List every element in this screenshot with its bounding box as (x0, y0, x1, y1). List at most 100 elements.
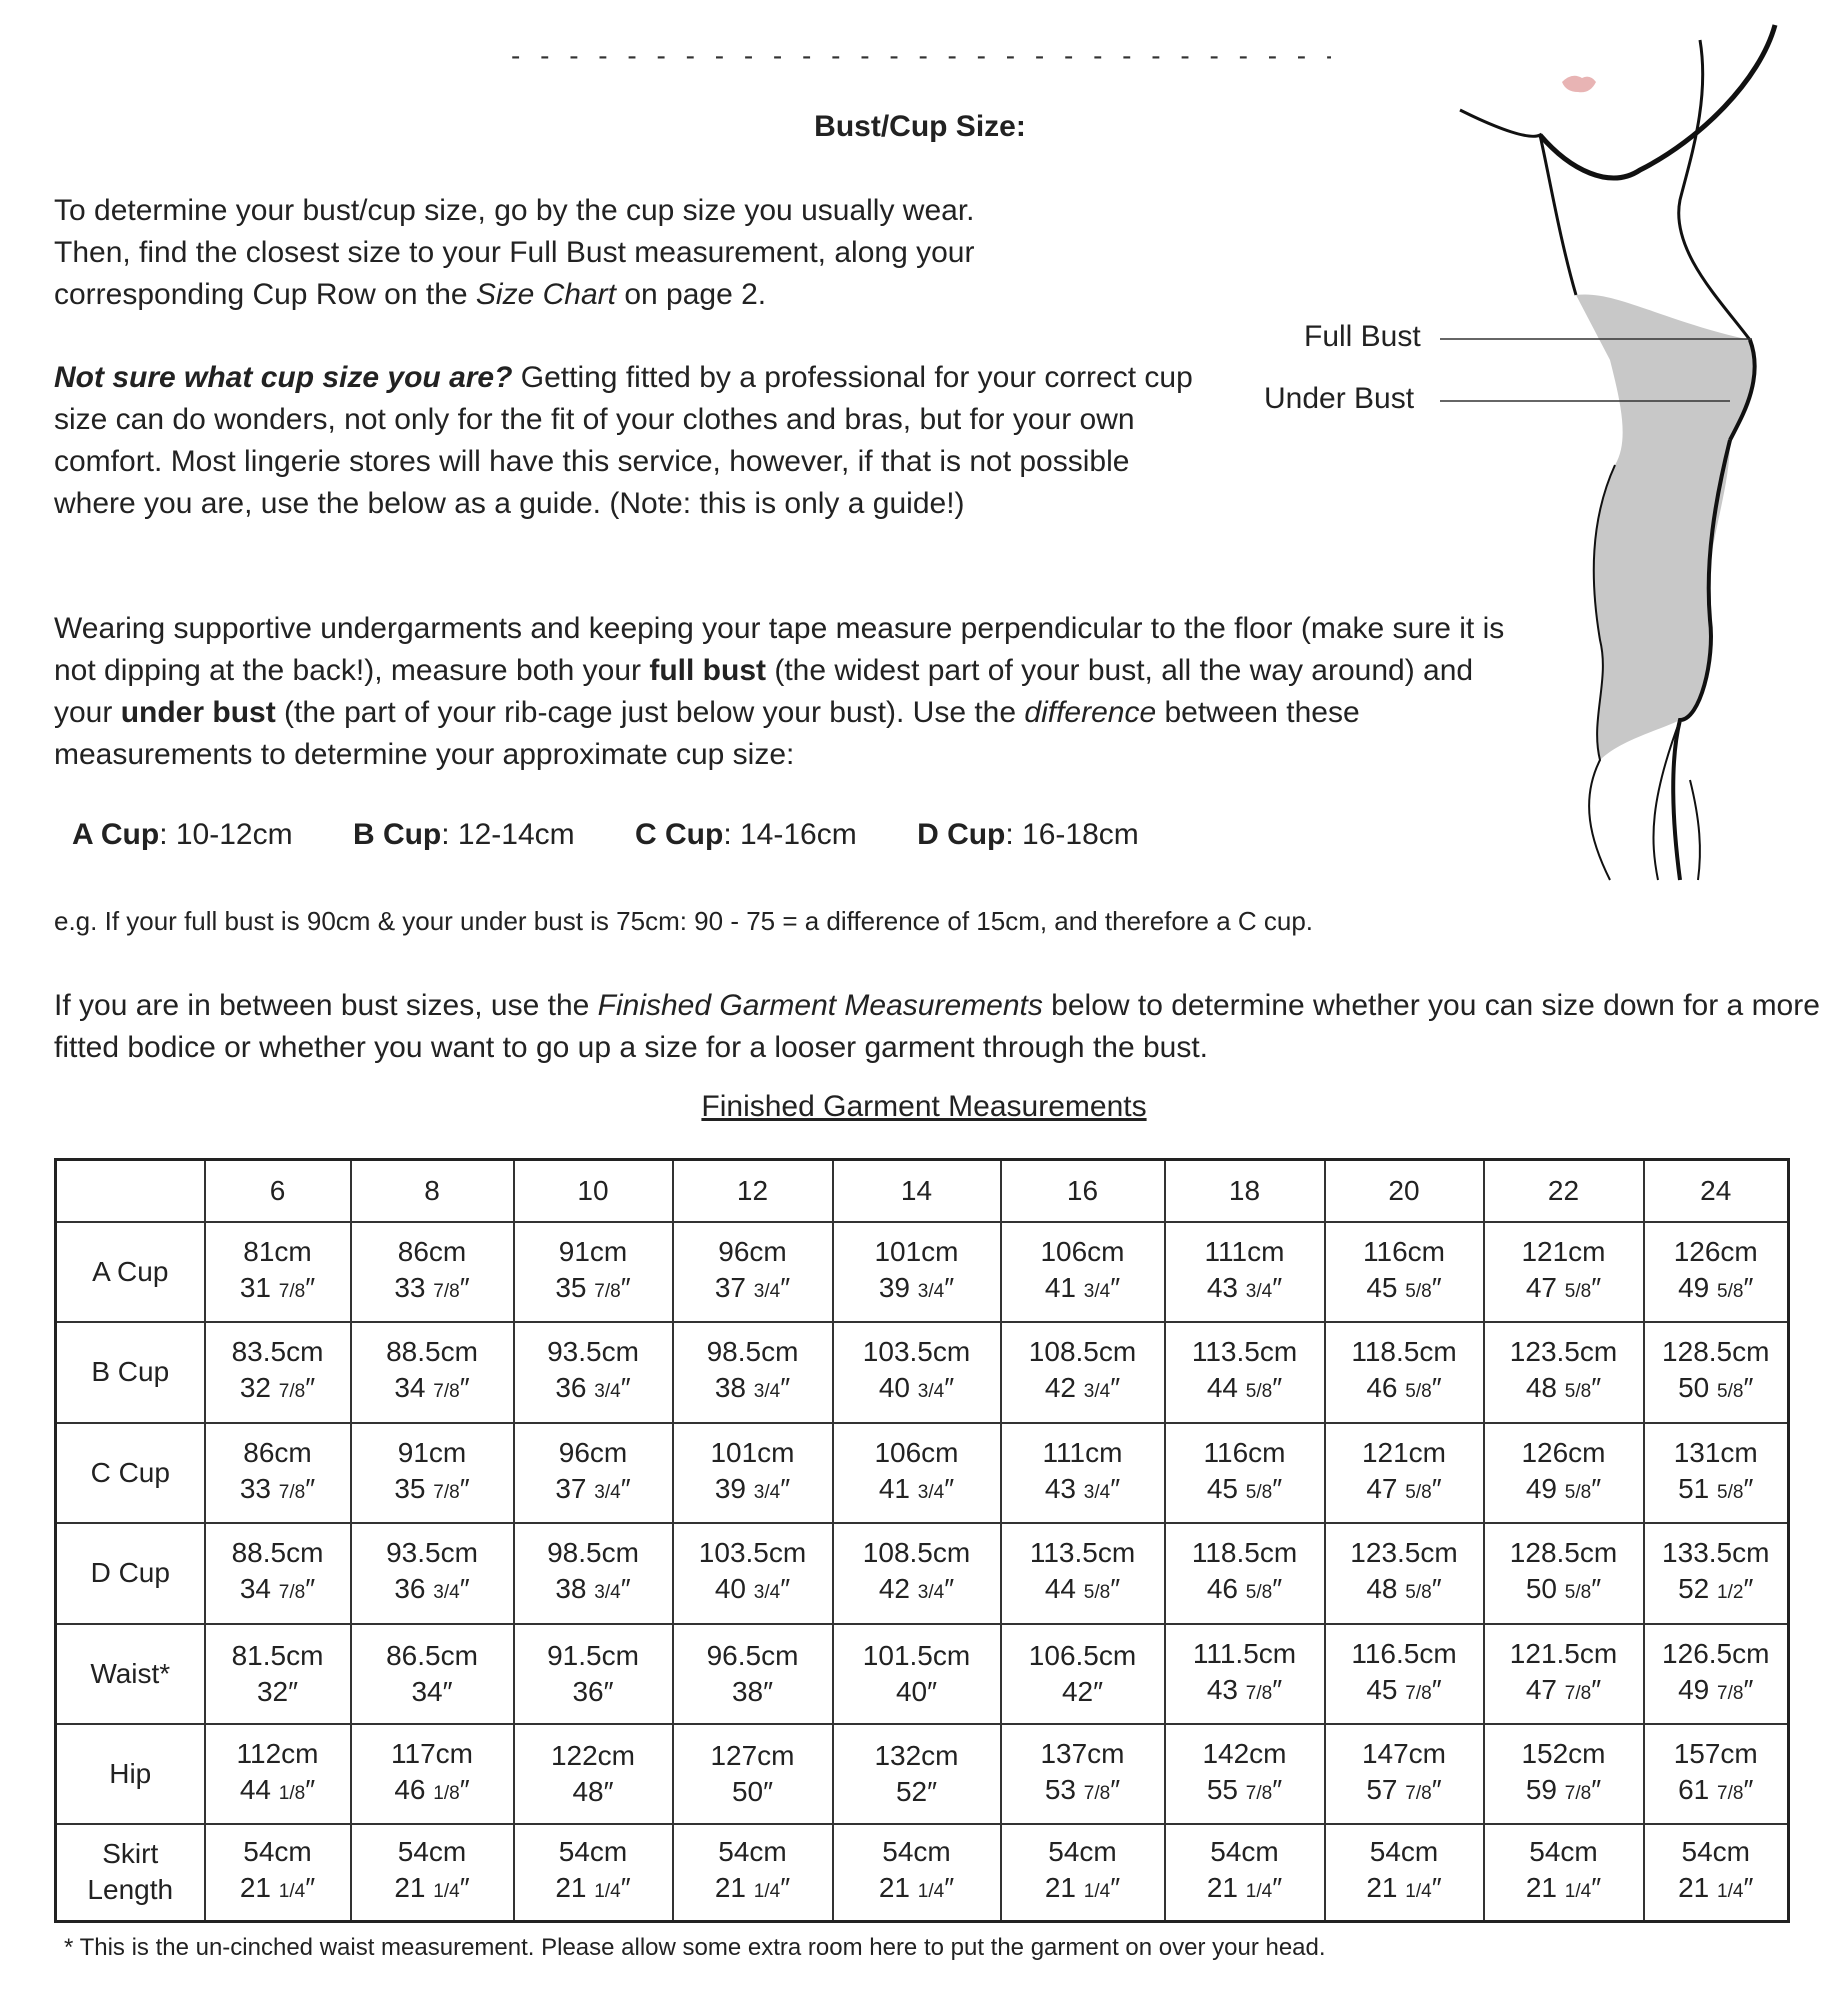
size-header: 16 (999, 1158, 1166, 1223)
measurement-cell: 86.5cm 34″ (349, 1622, 515, 1725)
measurement-cell: 54cm 21 1/4″ (1163, 1822, 1326, 1923)
size-header: 18 (1163, 1158, 1326, 1223)
size-header: 14 (831, 1158, 1002, 1223)
measurement-cell: 121cm 47 5/8″ (1323, 1421, 1485, 1524)
size-header: 6 (203, 1158, 352, 1223)
measurement-cell: 86cm 33 7/8″ (349, 1220, 515, 1323)
measurement-cell: 126cm 49 5/8″ (1482, 1421, 1645, 1524)
measurement-cell: 91.5cm 36″ (512, 1622, 674, 1725)
section-title: Bust/Cup Size: (814, 110, 1026, 143)
text: Then, find the closest size to your Full… (54, 236, 975, 269)
measurement-cell: 111cm 43 3/4″ (1163, 1220, 1326, 1323)
row-label: C Cup (54, 1421, 206, 1524)
measurement-cell: 126.5cm 49 7/8″ (1642, 1622, 1790, 1725)
cup-range-a: A Cup: 10-12cm (72, 818, 293, 851)
measurement-cell: 54cm 21 1/4″ (1323, 1822, 1485, 1923)
table-row: A Cup 81cm 31 7/8″ 86cm 33 7/8″ 91cm 35 7/8″ 96… (54, 1220, 1790, 1323)
cup-range-b: B Cup: 12-14cm (352, 818, 575, 851)
under-bust-label: Under Bust (1264, 382, 1415, 415)
measurement-cell: 88.5cm 34 7/8″ (203, 1521, 352, 1625)
measurement-cell: 128.5cm 50 5/8″ (1642, 1320, 1790, 1424)
table-row: D Cup 88.5cm 34 7/8″ 93.5cm 36 3/4″ 98.5cm 38 … (54, 1521, 1790, 1625)
measurement-cell: 113.5cm 44 5/8″ (999, 1521, 1166, 1625)
measurement-cell: 93.5cm 36 3/4″ (349, 1521, 515, 1625)
text: (the part of your rib-cage just below yo… (275, 696, 1025, 729)
measurement-cell: 111cm 43 3/4″ (999, 1421, 1166, 1524)
measurement-cell: 123.5cm 48 5/8″ (1482, 1320, 1645, 1424)
measurement-cell: 122cm 48″ (512, 1722, 674, 1825)
paragraph-cup-fitting: Not sure what cup size you are? Getting … (54, 357, 1204, 525)
paragraph-measure: Wearing supportive undergarments and kee… (54, 608, 1534, 776)
measurement-cell: 132cm 52″ (831, 1722, 1002, 1825)
row-label: A Cup (54, 1220, 206, 1323)
text: on page 2. (615, 278, 767, 311)
text: Size Chart (475, 278, 616, 311)
measurement-cell: 96.5cm 38″ (671, 1622, 834, 1725)
full-bust-label: Full Bust (1304, 320, 1421, 353)
measurement-cell: 142cm 55 7/8″ (1163, 1722, 1326, 1825)
cup-ranges: A Cup: 10-12cm B Cup: 12-14cm C Cup: 14-… (72, 818, 1191, 852)
text: Getting fitted by a professional for you… (54, 361, 1193, 520)
measurement-cell: 54cm 21 1/4″ (349, 1822, 515, 1923)
measurement-cell: 103.5cm 40 3/4″ (831, 1320, 1002, 1424)
measurement-cell: 106.5cm 42″ (999, 1622, 1166, 1725)
text: difference (1024, 696, 1157, 729)
paragraph-intro: To determine your bust/cup size, go by t… (54, 190, 1174, 316)
text: corresponding Cup Row on the (54, 278, 476, 311)
text: below to determine whether you can size … (54, 989, 1820, 1064)
example-text: e.g. If your full bust is 90cm & your un… (54, 906, 1314, 936)
measurement-cell: 108.5cm 42 3/4″ (999, 1320, 1166, 1424)
measurement-cell: 88.5cm 34 7/8″ (349, 1320, 515, 1424)
table-header-row: 6 8 10 12 14 16 18 20 22 24 (54, 1158, 1790, 1223)
text: between these measurements to determine … (54, 696, 1360, 771)
row-label: B Cup (54, 1320, 206, 1424)
measurement-cell: 108.5cm 42 3/4″ (831, 1521, 1002, 1625)
measurement-cell: 113.5cm 44 5/8″ (1163, 1320, 1326, 1424)
row-label: Waist* (54, 1622, 206, 1725)
text: full bust (649, 654, 767, 687)
measurement-cell: 98.5cm 38 3/4″ (512, 1521, 674, 1625)
text: Wearing supportive undergarments and kee… (54, 612, 1505, 687)
table-row: Waist* 81.5cm 32″ 86.5cm 34″ 91.5cm 36″ 96.5cm 3… (54, 1622, 1790, 1725)
measurement-cell: 116cm 45 5/8″ (1163, 1421, 1326, 1524)
measurement-cell: 117cm 46 1/8″ (349, 1722, 515, 1825)
measurement-cell: 86cm 33 7/8″ (203, 1421, 352, 1524)
row-label: D Cup (54, 1521, 206, 1625)
measurement-cell: 54cm 21 1/4″ (203, 1822, 352, 1923)
text: Not sure what cup size you are? (54, 361, 513, 394)
measurement-cell: 137cm 53 7/8″ (999, 1722, 1166, 1825)
cup-range-d: D Cup: 16-18cm (917, 818, 1139, 851)
measurement-cell: 101cm 39 3/4″ (671, 1421, 834, 1524)
measurement-cell: 54cm 21 1/4″ (999, 1822, 1166, 1923)
size-header: 20 (1323, 1158, 1485, 1223)
measurement-cell: 152cm 59 7/8″ (1482, 1722, 1645, 1825)
measurement-cell: 96cm 37 3/4″ (671, 1220, 834, 1323)
measurement-cell: 133.5cm 52 1/2″ (1642, 1521, 1790, 1625)
measurement-cell: 131cm 51 5/8″ (1642, 1421, 1790, 1524)
measurement-cell: 54cm 21 1/4″ (1482, 1822, 1645, 1923)
row-label: Hip (54, 1722, 206, 1825)
table-row: B Cup 83.5cm 32 7/8″ 88.5cm 34 7/8″ 93.5cm 36 … (54, 1320, 1790, 1424)
text: under bust (120, 696, 276, 729)
text: (the widest part of your bust, all the w… (54, 654, 1474, 729)
measurement-cell: 54cm 21 1/4″ (1642, 1822, 1790, 1923)
measurement-cell: 127cm 50″ (671, 1722, 834, 1825)
measurements-table: 6 8 10 12 14 16 18 20 22 24 A Cup 81cm 31 7/8″ 86cm 33… (54, 1158, 1790, 1923)
measurement-cell: 116.5cm 45 7/8″ (1323, 1622, 1485, 1725)
measurement-cell: 81cm 31 7/8″ (203, 1220, 352, 1323)
measurement-cell: 123.5cm 48 5/8″ (1323, 1521, 1485, 1625)
measurement-cell: 98.5cm 38 3/4″ (671, 1320, 834, 1424)
measurement-cell: 91cm 35 7/8″ (349, 1421, 515, 1524)
size-header: 8 (349, 1158, 515, 1223)
cup-range-c: C Cup: 14-16cm (635, 818, 857, 851)
lips-icon (1562, 75, 1596, 93)
measurement-cell: 83.5cm 32 7/8″ (203, 1320, 352, 1424)
measurement-cell: 118.5cm 46 5/8″ (1323, 1320, 1485, 1424)
measurement-cell: 128.5cm 50 5/8″ (1482, 1521, 1645, 1625)
measurement-cell: 106cm 41 3/4″ (831, 1421, 1002, 1524)
table-title: Finished Garment Measurements (701, 1090, 1147, 1123)
text: If you are in between bust sizes, use th… (54, 989, 598, 1022)
measurement-cell: 101cm 39 3/4″ (831, 1220, 1002, 1323)
table-row: Hip 112cm 44 1/8″ 117cm 46 1/8″ 122cm 48″ 127cm… (54, 1722, 1790, 1825)
measurement-cell: 93.5cm 36 3/4″ (512, 1320, 674, 1424)
